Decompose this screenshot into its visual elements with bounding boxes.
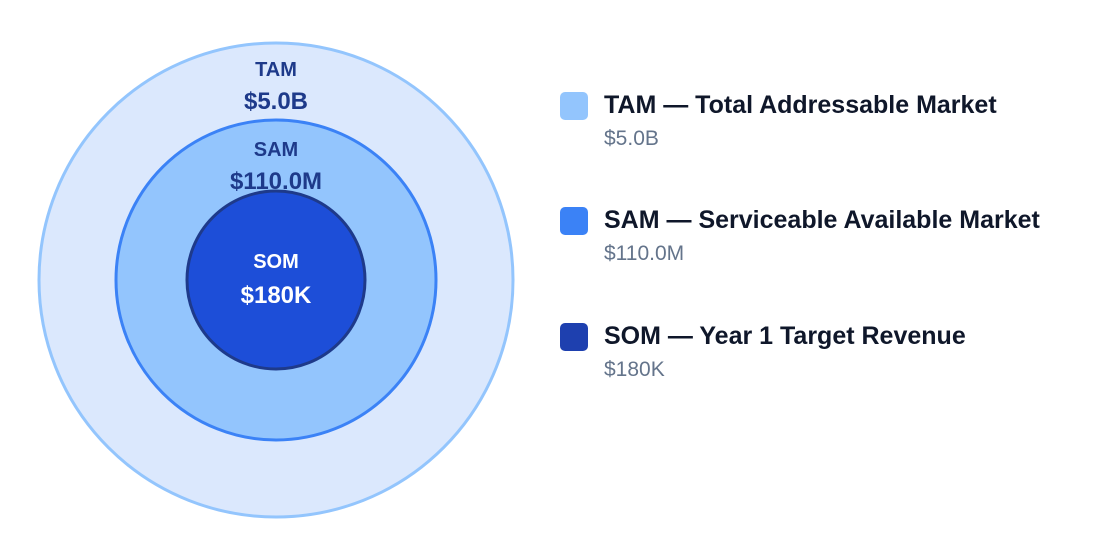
tam-circle-value: $5.0B [244,88,308,115]
legend-swatch-sam [560,207,588,235]
tam-circle-label: TAM [255,59,297,81]
som-circle-label: SOM [253,251,299,273]
legend-value-som: $180K [604,358,665,381]
legend-title-som: SOM — Year 1 Target Revenue [604,322,966,350]
legend-swatch-som [560,323,588,351]
legend-swatch-tam [560,92,588,120]
legend-value-tam: $5.0B [604,127,659,150]
som-circle [185,189,367,371]
legend-title-sam: SAM — Serviceable Available Market [604,206,1040,234]
sam-circle-label: SAM [254,139,298,161]
som-circle-value: $180K [241,282,312,309]
legend-title-tam: TAM — Total Addressable Market [604,91,997,119]
sam-circle-value: $110.0M [230,168,322,195]
legend-value-sam: $110.0M [604,242,685,265]
